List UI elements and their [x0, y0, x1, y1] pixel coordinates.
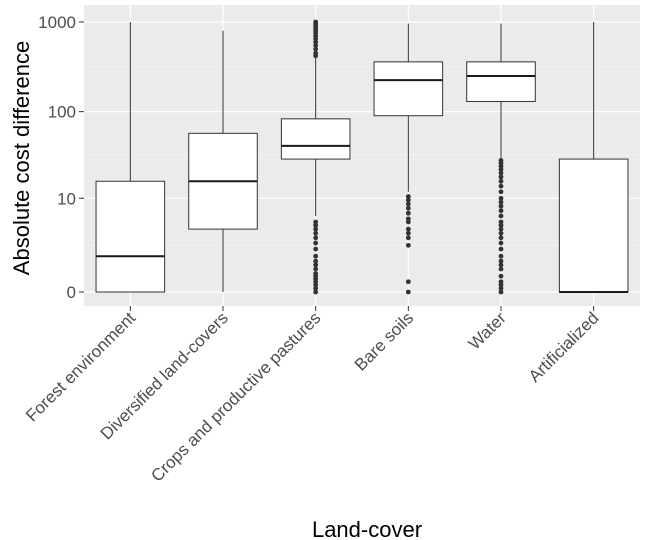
x-tick-label: Artificialized [525, 308, 603, 386]
outlier-point [313, 222, 319, 228]
iqr-box [466, 61, 536, 102]
outlier-point [498, 279, 504, 285]
outlier-point [405, 216, 411, 222]
outlier-point [498, 262, 504, 268]
x-tick-label: Crops and productive pastures [147, 308, 324, 485]
y-tick-label: 10 [57, 189, 76, 208]
outlier-point [498, 189, 504, 195]
outlier-point [498, 253, 504, 259]
outlier-point [498, 273, 504, 279]
outlier-point [498, 178, 504, 184]
outlier-point [313, 50, 319, 56]
outlier-point [405, 210, 411, 216]
x-axis-title: Land-cover [312, 517, 422, 540]
outlier-point [405, 279, 411, 285]
outlier-point [498, 222, 504, 228]
outlier-point [498, 208, 504, 214]
iqr-box [95, 180, 166, 293]
outlier-point [498, 183, 504, 189]
outlier-point [498, 246, 504, 252]
outlier-point [313, 46, 319, 52]
outlier-point [313, 246, 319, 252]
outlier-point [313, 258, 319, 264]
y-tick-label: 0 [67, 283, 76, 302]
outlier-point [498, 240, 504, 246]
boxes-layer [95, 19, 629, 295]
outlier-point [498, 258, 504, 264]
outlier-point [313, 19, 319, 25]
plot-panel [84, 5, 640, 306]
outlier-point [405, 230, 411, 236]
outlier-point [313, 266, 319, 272]
outlier-point [498, 219, 504, 225]
outlier-point [313, 42, 319, 48]
outlier-point [313, 285, 319, 291]
y-axis-title: Absolute cost difference [9, 41, 34, 275]
outlier-point [498, 170, 504, 176]
iqr-box [558, 158, 629, 293]
x-tick-label: Water [465, 308, 510, 353]
y-tick-label: 100 [48, 103, 76, 122]
y-tick-label: 1000 [38, 13, 76, 32]
outlier-point [405, 235, 411, 241]
outlier-point [498, 235, 504, 241]
outlier-point [405, 205, 411, 211]
outlier-point [498, 199, 504, 205]
outlier-point [498, 289, 504, 295]
outlier-point [313, 240, 319, 246]
iqr-box [280, 118, 351, 160]
outlier-point [498, 285, 504, 291]
outlier-point [498, 213, 504, 219]
outlier-point [313, 253, 319, 259]
outlier-point [313, 271, 319, 277]
outlier-point [405, 226, 411, 232]
outlier-point [405, 194, 411, 199]
outlier-point [405, 201, 411, 207]
outlier-point [313, 226, 319, 232]
outlier-point [405, 289, 411, 295]
outlier-point [313, 262, 319, 268]
iqr-box [373, 61, 444, 117]
outlier-point [498, 230, 504, 236]
outlier-point [498, 195, 504, 201]
outlier-point [405, 242, 411, 248]
outlier-point [313, 289, 319, 295]
outlier-point [498, 266, 504, 272]
outlier-point [313, 219, 319, 225]
outlier-point [498, 203, 504, 209]
outlier-point [313, 235, 319, 241]
outlier-point [498, 226, 504, 232]
x-tick-label: Bare soils [351, 308, 417, 374]
outlier-point [405, 197, 411, 203]
outlier-point [313, 230, 319, 236]
outlier-point [498, 158, 504, 163]
outlier-point [498, 174, 504, 180]
